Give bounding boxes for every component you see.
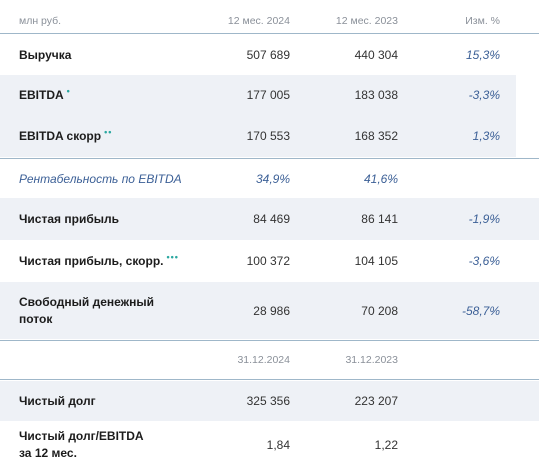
row-value-2024: 34,9% — [255, 171, 290, 186]
table-row-ebitda-adj: EBITDA скорр •• 170 553 168 352 1,3% — [0, 115, 516, 157]
header-col-change: Изм. % — [465, 14, 500, 27]
row-label: Чистая прибыль, скорр. — [19, 254, 164, 268]
row-change: -58,7% — [461, 303, 500, 318]
header-col-2023: 12 мес. 2023 — [335, 14, 398, 27]
row-value-2024: 28 986 — [253, 303, 290, 318]
row-value-2023: 104 105 — [354, 254, 398, 268]
row-label: EBITDA — [19, 88, 64, 102]
row-label: EBITDA скорр — [19, 129, 102, 143]
row-value-2023: 223 207 — [354, 394, 398, 408]
table-row-revenue: Выручка 507 689 440 304 15,3% — [0, 35, 539, 75]
row-label-wrap: Чистая прибыль, скорр. ••• — [19, 240, 199, 282]
table-row-net-debt: Чистый долг 325 356 223 207 — [0, 381, 539, 421]
row-value-2024: 1,84 — [266, 438, 290, 452]
row-change: 15,3% — [465, 48, 500, 62]
row-change: -3,3% — [468, 88, 500, 102]
row-value-2024: 177 005 — [246, 88, 290, 102]
row-change: -1,9% — [468, 212, 500, 226]
row-label: Выручка — [19, 48, 72, 62]
header-date-2024: 31.12.2024 — [237, 354, 290, 366]
row-value-2024: 170 553 — [246, 129, 290, 143]
header-col-2024: 12 мес. 2024 — [227, 14, 290, 27]
table-header: млн руб. 12 мес. 2024 12 мес. 2023 Изм. … — [0, 8, 539, 34]
row-value-2024: 84 469 — [253, 212, 290, 226]
debt-header: 31.12.2024 31.12.2023 — [0, 340, 539, 380]
row-value-2023: 168 352 — [354, 129, 398, 143]
row-label: Свободный денежный поток — [19, 294, 155, 326]
row-label-wrap: EBITDA скорр •• — [19, 115, 199, 157]
table-row-ebitda-margin: Рентабельность по EBITDA 34,9% 41,6% — [0, 158, 539, 198]
row-change: 1,3% — [472, 129, 500, 143]
row-value-2024: 325 356 — [246, 394, 290, 408]
row-label-wrap: EBITDA • — [19, 75, 199, 115]
header-date-2023: 31.12.2023 — [345, 354, 398, 366]
table-row-fcf: Свободный денежный поток 28 986 70 208 -… — [0, 282, 539, 339]
row-value-2024: 507 689 — [246, 48, 290, 62]
table-row-net-debt-ebitda: Чистый долг/EBITDA за 12 мес. 1,84 1,22 — [0, 421, 539, 469]
footnote-marker: ••• — [166, 252, 179, 262]
row-value-2023: 183 038 — [354, 88, 398, 102]
row-change: -3,6% — [468, 254, 500, 268]
row-change — [420, 159, 500, 198]
header-unit: млн руб. — [19, 14, 62, 27]
row-label: Рентабельность по EBITDA — [19, 171, 182, 186]
table-row-ebitda: EBITDA • 177 005 183 038 -3,3% — [0, 75, 516, 115]
row-value-2023: 70 208 — [361, 303, 398, 318]
row-value-2024: 100 372 — [246, 254, 290, 268]
table-row-net-profit-adj: Чистая прибыль, скорр. ••• 100 372 104 10… — [0, 240, 539, 282]
row-value-2023: 440 304 — [354, 48, 398, 62]
row-value-2023: 41,6% — [363, 171, 398, 186]
row-label: Чистый долг/EBITDA за 12 мес. — [19, 429, 144, 460]
row-label: Чистый долг — [19, 394, 96, 408]
row-value-2023: 86 141 — [361, 212, 398, 226]
table-row-net-profit: Чистая прибыль 84 469 86 141 -1,9% — [0, 198, 539, 240]
row-label: Чистая прибыль — [19, 212, 119, 226]
footnote-marker: •• — [104, 127, 113, 137]
footnote-marker: • — [66, 86, 71, 96]
row-value-2023: 1,22 — [374, 438, 398, 452]
